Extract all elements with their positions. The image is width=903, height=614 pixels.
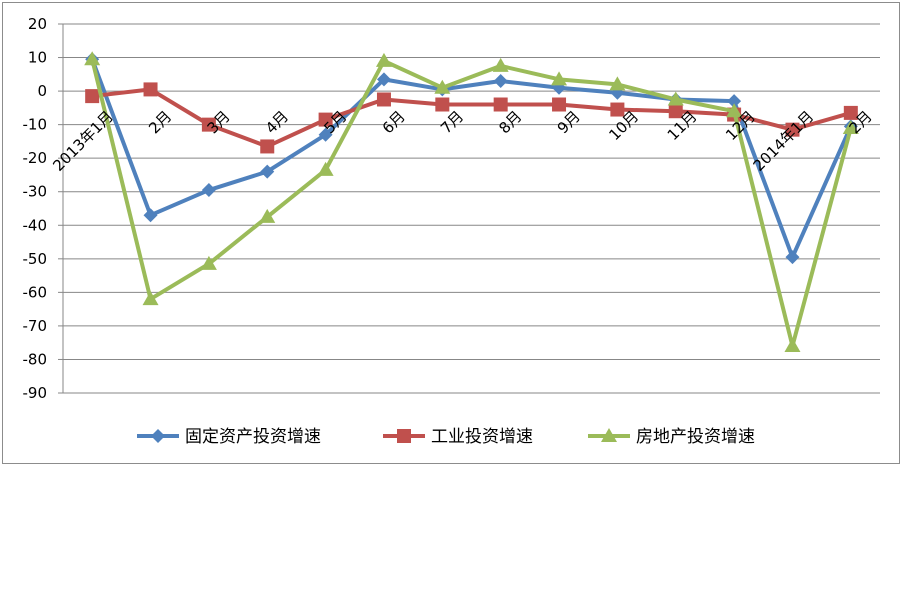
y-tick-label: -10: [23, 116, 48, 134]
x-tick-label: 6月: [379, 107, 409, 137]
data-point: [200, 255, 217, 270]
data-point: [668, 104, 683, 119]
y-tick-label: -40: [23, 216, 48, 234]
data-point: [376, 72, 391, 87]
data-point: [552, 97, 567, 112]
legend: 固定资产投资增速 工业投资增速 房地产投资增速: [137, 427, 755, 447]
data-point: [434, 79, 451, 94]
data-point: [260, 139, 275, 154]
y-tick-label: 0: [37, 82, 47, 100]
data-point: [492, 57, 509, 72]
y-tick-label: -90: [23, 384, 48, 402]
y-tick-label: -30: [23, 183, 48, 201]
data-point: [843, 105, 858, 120]
y-tick-label: -70: [23, 317, 48, 335]
y-tick-label: 20: [28, 15, 47, 33]
data-point: [376, 92, 391, 107]
series-line: [90, 58, 853, 349]
x-tick-label: 2月: [145, 107, 175, 137]
data-point: [493, 74, 508, 89]
chart-frame: 20 10 0 -10 -20 -30 -40 -50 -60 -70 -80 -90 2013年1月…: [2, 2, 900, 464]
x-tick-label: 9月: [554, 107, 584, 137]
data-point: [397, 429, 411, 443]
data-point: [610, 102, 625, 117]
data-point: [201, 183, 216, 198]
y-tick-label: -80: [23, 350, 48, 368]
data-point: [784, 338, 801, 353]
data-point: [259, 208, 276, 223]
data-point: [493, 97, 508, 112]
x-tick-label: 4月: [262, 107, 292, 137]
legend-label: 工业投资增速: [431, 427, 533, 447]
data-point: [142, 291, 159, 306]
series-layer: [84, 51, 859, 353]
data-point: [317, 161, 334, 176]
series-line: [91, 87, 852, 149]
data-point: [84, 51, 101, 66]
series-0: [85, 52, 858, 265]
data-point: [601, 428, 617, 442]
series-2: [84, 51, 859, 353]
legend-item-0: 固定资产投资增速: [137, 427, 321, 447]
data-point: [785, 250, 800, 265]
data-point: [667, 91, 684, 106]
y-tick-label: -20: [23, 149, 48, 167]
data-point: [201, 117, 216, 132]
data-point: [842, 119, 859, 134]
series-line: [90, 58, 853, 260]
data-point: [318, 112, 333, 127]
gridlines: [62, 23, 880, 394]
data-point: [143, 82, 158, 97]
x-tick-label: 7月: [437, 107, 467, 137]
line-chart: 20 10 0 -10 -20 -30 -40 -50 -60 -70 -80 -90 2013年1月…: [23, 15, 880, 447]
y-tick-label: -50: [23, 250, 48, 268]
data-point: [727, 94, 742, 109]
legend-item-1: 工业投资增速: [383, 427, 533, 447]
data-point: [435, 97, 450, 112]
data-point: [726, 103, 743, 118]
data-point: [151, 429, 165, 443]
legend-label: 房地产投资增速: [636, 427, 755, 447]
data-point: [85, 89, 100, 104]
data-point: [785, 122, 800, 137]
data-point: [375, 52, 392, 67]
x-tick-label: 2014年1月: [750, 107, 818, 175]
x-tick-label: 8月: [495, 107, 525, 137]
legend-item-2: 房地产投资增速: [588, 427, 755, 447]
data-point: [318, 127, 333, 142]
legend-label: 固定资产投资增速: [185, 427, 321, 447]
data-point: [609, 76, 626, 91]
data-point: [551, 71, 568, 86]
y-axis-ticks: 20 10 0 -10 -20 -30 -40 -50 -60 -70 -80 -90: [23, 15, 63, 402]
data-point: [143, 208, 158, 223]
y-tick-label: 10: [28, 49, 47, 67]
data-point: [260, 164, 275, 179]
y-tick-label: -60: [23, 283, 48, 301]
x-tick-label: 2013年1月: [49, 107, 117, 175]
